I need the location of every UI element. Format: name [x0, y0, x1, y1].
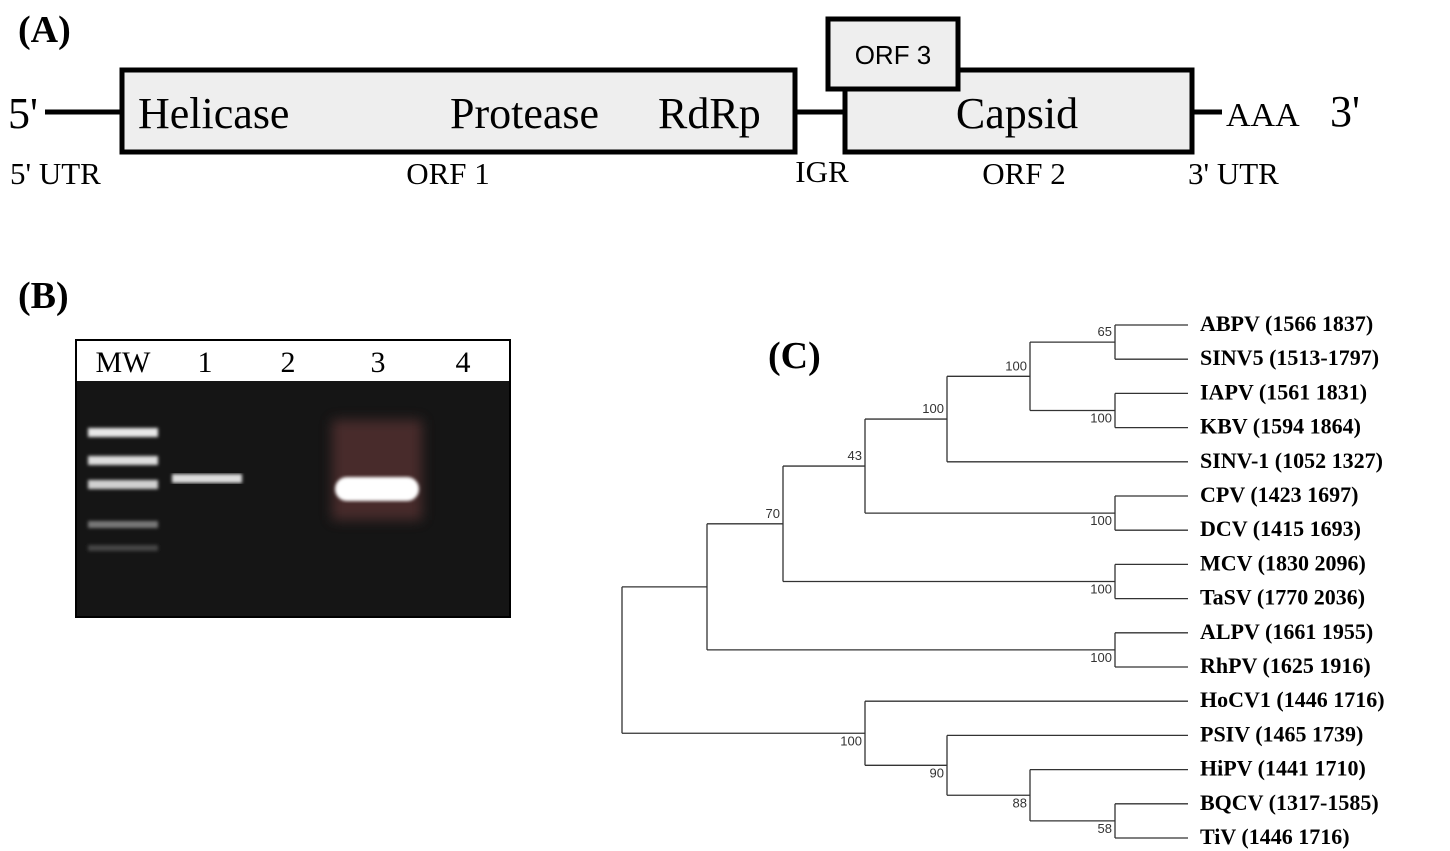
- bootstrap-value: 70: [766, 506, 780, 521]
- figure: (A) 5' Helicase Protease RdRp ORF 3 Caps…: [0, 0, 1450, 851]
- lane-label: 4: [456, 346, 471, 379]
- band: [335, 477, 419, 501]
- bootstrap-value: 90: [930, 765, 944, 780]
- gel: [76, 340, 510, 617]
- bootstrap-value: 100: [1090, 582, 1112, 597]
- leaf-label: IAPV (1561 1831): [1200, 379, 1367, 404]
- panel-label: (B): [18, 275, 69, 317]
- bootstrap-value: 43: [848, 448, 862, 463]
- bootstrap-value: 100: [1090, 411, 1112, 426]
- band: [172, 474, 242, 483]
- three-prime: 3': [1330, 87, 1360, 136]
- bootstrap-value: 100: [1005, 358, 1027, 373]
- lane-label: 3: [371, 346, 386, 379]
- leaf-label: TiV (1446 1716): [1200, 824, 1350, 849]
- leaf-label: RhPV (1625 1916): [1200, 653, 1371, 678]
- bootstrap-value: 58: [1098, 821, 1112, 836]
- leaf-label: BQCV (1317-1585): [1200, 790, 1379, 815]
- lane-label: 1: [198, 346, 213, 379]
- leaf-label: SINV-1 (1052 1327): [1200, 448, 1383, 473]
- lane-label: MW: [96, 346, 152, 379]
- domain-label: Capsid: [956, 89, 1078, 138]
- leaf-label: SINV5 (1513-1797): [1200, 345, 1379, 370]
- panel-label: (A): [18, 9, 71, 51]
- domain-label: Helicase: [138, 89, 289, 138]
- bootstrap-value: 65: [1098, 324, 1112, 339]
- bootstrap-value: 100: [840, 733, 862, 748]
- leaf-label: HoCV1 (1446 1716): [1200, 687, 1385, 712]
- leaf-label: PSIV (1465 1739): [1200, 721, 1363, 746]
- domain-label: Protease: [450, 89, 599, 138]
- leaf-label: ALPV (1661 1955): [1200, 619, 1373, 644]
- region-label: ORF 1: [406, 156, 490, 191]
- leaf-label: CPV (1423 1697): [1200, 482, 1358, 507]
- leaf-label: HiPV (1441 1710): [1200, 756, 1366, 781]
- region-label: 3' UTR: [1188, 156, 1279, 191]
- leaf-label: KBV (1594 1864): [1200, 414, 1361, 439]
- five-prime: 5': [8, 89, 38, 138]
- leaf-label: TaSV (1770 2036): [1200, 585, 1365, 610]
- region-label: IGR: [795, 154, 849, 189]
- leaf-label: DCV (1415 1693): [1200, 516, 1361, 541]
- lane-label: 2: [281, 346, 296, 379]
- bootstrap-value: 100: [1090, 650, 1112, 665]
- band-glow: [332, 420, 422, 520]
- panel-label: (C): [768, 335, 821, 377]
- region-label: 5' UTR: [10, 156, 101, 191]
- bootstrap-value: 100: [1090, 513, 1112, 528]
- orf3-label: ORF 3: [855, 40, 932, 70]
- region-label: ORF 2: [982, 156, 1066, 191]
- leaf-label: MCV (1830 2096): [1200, 550, 1366, 575]
- bootstrap-value: 100: [922, 401, 944, 416]
- leaf-label: ABPV (1566 1837): [1200, 311, 1373, 336]
- bootstrap-value: 88: [1013, 795, 1027, 810]
- domain-label: RdRp: [658, 89, 761, 138]
- poly-a: AAA: [1226, 97, 1300, 134]
